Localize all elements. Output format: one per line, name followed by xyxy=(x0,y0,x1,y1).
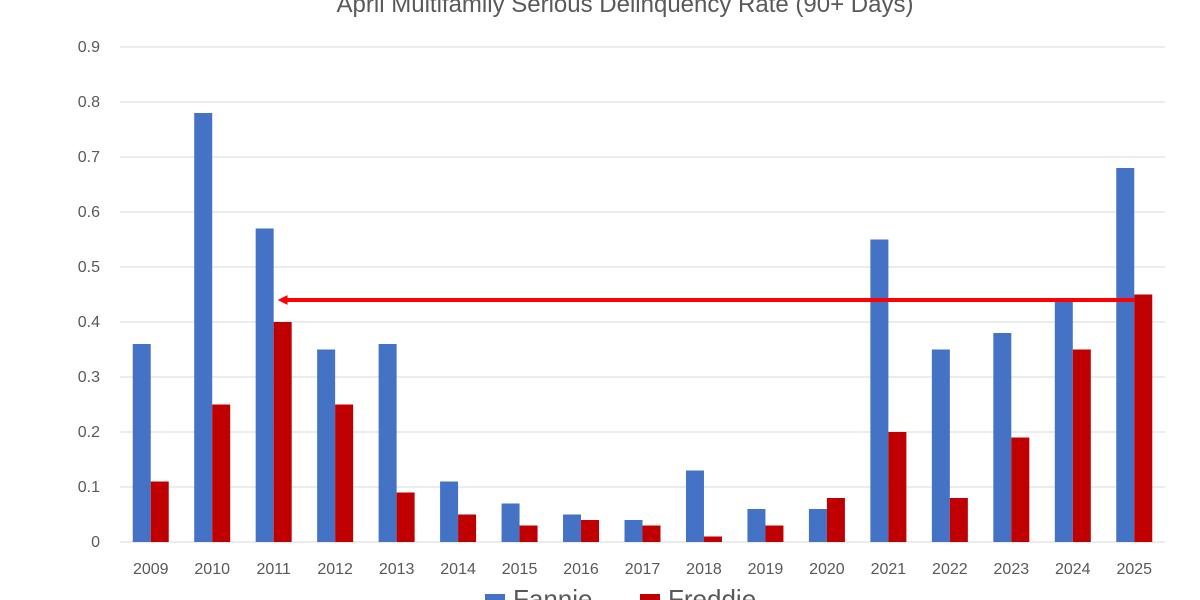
x-tick-label: 2009 xyxy=(133,561,169,578)
bar-fannie-2017 xyxy=(624,520,643,542)
legend: Fannie Freddie xyxy=(485,584,756,600)
bar-freddie-2012 xyxy=(335,404,354,542)
bar-fannie-2024 xyxy=(1054,300,1073,542)
x-tick-label: 2014 xyxy=(440,561,476,578)
legend-item-freddie: Freddie xyxy=(640,584,756,600)
bar-fannie-2019 xyxy=(747,509,766,542)
y-tick-label: 0.1 xyxy=(78,479,100,496)
bar-fannie-2013 xyxy=(378,344,397,542)
y-tick-label: 0.7 xyxy=(78,149,100,166)
bar-fannie-2014 xyxy=(440,481,459,542)
x-tick-label: 2022 xyxy=(932,561,968,578)
bar-freddie-2010 xyxy=(212,404,231,542)
bar-freddie-2019 xyxy=(765,525,784,542)
x-tick-label: 2021 xyxy=(871,561,907,578)
bar-freddie-2013 xyxy=(396,492,415,542)
y-tick-label: 0.9 xyxy=(78,39,100,56)
bar-freddie-2023 xyxy=(1011,437,1030,542)
bar-freddie-2025 xyxy=(1134,294,1153,542)
bar-freddie-2021 xyxy=(888,432,907,542)
x-tick-label: 2018 xyxy=(686,561,722,578)
legend-swatch xyxy=(640,594,660,600)
x-tick-label: 2017 xyxy=(625,561,661,578)
legend-label: Freddie xyxy=(668,584,756,600)
x-tick-label: 2012 xyxy=(317,561,353,578)
y-tick-label: 0.4 xyxy=(78,314,100,331)
series-fannie xyxy=(132,113,1135,542)
y-tick-label: 0.8 xyxy=(78,94,100,111)
bar-freddie-2015 xyxy=(519,525,538,542)
bar-fannie-2020 xyxy=(808,509,827,542)
bar-freddie-2018 xyxy=(703,536,722,542)
x-tick-label: 2013 xyxy=(379,561,415,578)
x-tick-label: 2019 xyxy=(748,561,784,578)
bar-fannie-2021 xyxy=(870,239,889,542)
x-tick-label: 2010 xyxy=(194,561,230,578)
bar-freddie-2020 xyxy=(826,498,845,542)
bars xyxy=(132,113,1153,542)
y-tick-label: 0 xyxy=(91,534,100,551)
bar-freddie-2024 xyxy=(1072,349,1091,542)
bar-freddie-2022 xyxy=(949,498,968,542)
x-tick-label: 2016 xyxy=(563,561,599,578)
bar-freddie-2014 xyxy=(458,514,477,542)
bar-fannie-2018 xyxy=(685,470,704,542)
bar-freddie-2016 xyxy=(581,520,600,542)
bar-fannie-2022 xyxy=(931,349,950,542)
bar-freddie-2009 xyxy=(150,481,169,542)
bar-fannie-2012 xyxy=(317,349,336,542)
x-tick-label: 2011 xyxy=(256,561,291,578)
legend-label: Fannie xyxy=(513,584,593,600)
gridlines xyxy=(120,46,1165,543)
y-axis-tick-labels: 0 0.1 0.2 0.3 0.4 0.5 0.6 0.7 0.8 0.9 xyxy=(78,39,100,551)
x-tick-label: 2025 xyxy=(1116,561,1152,578)
legend-swatch xyxy=(485,594,505,600)
bar-fannie-2015 xyxy=(501,503,520,542)
bar-fannie-2011 xyxy=(255,228,274,542)
y-tick-label: 0.3 xyxy=(78,369,100,386)
x-tick-label: 2024 xyxy=(1055,561,1091,578)
legend-item-fannie: Fannie xyxy=(485,584,593,600)
x-tick-label: 2023 xyxy=(994,561,1030,578)
bar-freddie-2017 xyxy=(642,525,661,542)
chart-title: April Multifamily Serious Delinquency Ra… xyxy=(337,0,914,18)
bar-fannie-2023 xyxy=(993,333,1012,542)
x-tick-label: 2020 xyxy=(809,561,845,578)
y-tick-label: 0.6 xyxy=(78,204,100,221)
bar-fannie-2009 xyxy=(132,344,151,542)
series-freddie xyxy=(150,294,1153,542)
bar-freddie-2011 xyxy=(273,322,292,542)
y-tick-label: 0.2 xyxy=(78,424,100,441)
bar-fannie-2016 xyxy=(563,514,582,542)
x-axis-tick-labels: 2009 2010 2011 2012 2013 2014 2015 2016 2017 2018… xyxy=(133,561,1152,578)
x-tick-label: 2015 xyxy=(502,561,538,578)
bar-fannie-2010 xyxy=(194,113,213,542)
bar-fannie-2025 xyxy=(1116,168,1135,542)
y-tick-label: 0.5 xyxy=(78,259,100,276)
